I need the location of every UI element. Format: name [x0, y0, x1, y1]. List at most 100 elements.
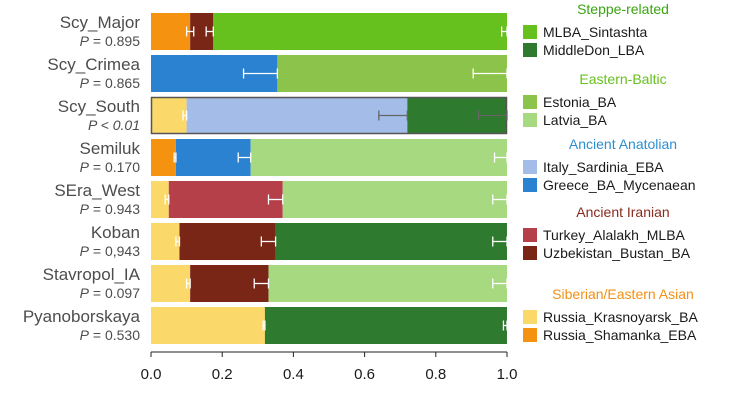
bar-segment [151, 265, 191, 302]
error-bar [253, 278, 270, 289]
legend-group-title: Steppe-related [577, 1, 669, 17]
bar-segment [186, 97, 408, 134]
legend-swatch [523, 228, 537, 242]
x-tick-label: 1.0 [497, 366, 518, 383]
error-bar [260, 236, 277, 247]
legend-item-label: Russia_Shamanka_EBA [543, 327, 697, 343]
legend-swatch [523, 328, 537, 342]
legend-swatch [523, 95, 537, 109]
legend-item-label: Russia_Krasnoyarsk_BA [543, 309, 699, 325]
row-label: Scy_Major [60, 13, 141, 32]
p-value-label: P = 0.895 [80, 33, 141, 49]
error-bar [185, 26, 195, 37]
legend-swatch [523, 160, 537, 174]
legend-swatch [523, 178, 537, 192]
legend-item-label: Latvia_BA [543, 112, 607, 128]
x-tick-label: 0.8 [425, 366, 446, 383]
x-tick-label: 0.4 [283, 366, 304, 383]
p-value-label: P = 0,943 [80, 243, 141, 259]
bar-segment [151, 181, 169, 218]
bar-segment [268, 265, 507, 302]
bar-segment [277, 55, 507, 92]
legend-group-title: Ancient Anatolian [569, 136, 677, 152]
legend-group-title: Siberian/Eastern Asian [552, 286, 694, 302]
p-value-label: P = 0.865 [80, 75, 141, 91]
legend-group-title: Ancient Iranian [576, 204, 669, 220]
row-label: Scy_Crimea [47, 55, 140, 74]
bar-segment [151, 223, 180, 260]
row-label: Pyanoborskaya [23, 307, 141, 326]
legend-swatch [523, 246, 537, 260]
bar-segment [282, 181, 507, 218]
error-bar [242, 68, 279, 79]
bar-segment [213, 13, 508, 50]
p-value-label: P < 0.01 [88, 117, 140, 133]
row-label: Scy_South [58, 97, 140, 116]
row-label: Semiluk [80, 139, 141, 158]
error-bar [175, 236, 181, 247]
legend-swatch [523, 113, 537, 127]
p-value-label: P = 0.170 [80, 159, 141, 175]
bar-segment [190, 13, 214, 50]
bar-segment [179, 223, 276, 260]
legend-group: Siberian/Eastern Asian Russia_Krasnoyarsk… [523, 286, 699, 343]
legend-swatch [523, 43, 537, 57]
error-bar [267, 194, 284, 205]
error-bar [237, 152, 252, 163]
x-axis: 0.0 0.2 0.4 0.6 0.8 1.0 [141, 351, 518, 383]
x-tick-label: 0.2 [212, 366, 233, 383]
error-bar [472, 68, 508, 79]
error-bar [164, 194, 170, 205]
error-bar [493, 152, 508, 163]
row-label: Koban [91, 223, 140, 242]
legend-group: Steppe-related MLBA_Sintashta MiddleDon_LB… [523, 1, 669, 58]
legend-item-label: MLBA_Sintashta [543, 24, 647, 40]
legend-group-title: Eastern-Baltic [579, 71, 666, 87]
row-label: SEra_West [54, 181, 140, 200]
error-bar [477, 110, 508, 121]
error-bar [378, 110, 408, 121]
error-bar [262, 320, 266, 331]
error-bar [492, 236, 508, 247]
legend-group: Eastern-Baltic Estonia_BA Latvia_BA [523, 71, 667, 128]
row-label: Stavropol_IA [43, 265, 141, 284]
legend-group: Ancient Iranian Turkey_Alalakh_MLBA Uzbeki… [523, 204, 691, 261]
legend-item-label: MiddleDon_LBA [543, 42, 645, 58]
bar-segment [250, 139, 507, 176]
bar-segment [151, 13, 191, 50]
error-bar [185, 278, 191, 289]
error-bar [501, 26, 508, 37]
error-bar [182, 110, 188, 121]
legend-item-label: Uzbekistan_Bustan_BA [543, 245, 691, 261]
p-value-label: P = 0.943 [80, 201, 141, 217]
bar-segment [275, 223, 507, 260]
x-tick-label: 0.6 [354, 366, 375, 383]
error-bar [492, 194, 508, 205]
p-value-label: P = 0.530 [80, 327, 141, 343]
legend: Steppe-related MLBA_Sintashta MiddleDon_LB… [523, 1, 699, 343]
bar-segment [168, 181, 283, 218]
legend-item-label: Greece_BA_Mycenaean [543, 177, 696, 193]
legend-swatch [523, 310, 537, 324]
p-value-label: P = 0.097 [80, 285, 141, 301]
legend-item-label: Estonia_BA [543, 94, 617, 110]
bar-segment [151, 97, 187, 134]
x-tick-label: 0.0 [141, 366, 162, 383]
error-bar [492, 278, 508, 289]
error-bar [173, 152, 177, 163]
legend-item-label: Turkey_Alalakh_MLBA [543, 227, 686, 243]
bar-segment [151, 307, 265, 344]
legend-swatch [523, 25, 537, 39]
legend-item-label: Italy_Sardinia_EBA [543, 159, 664, 175]
bar-row: Stavropol_IAP = 0.097 [43, 265, 508, 302]
bar-segment [151, 139, 176, 176]
